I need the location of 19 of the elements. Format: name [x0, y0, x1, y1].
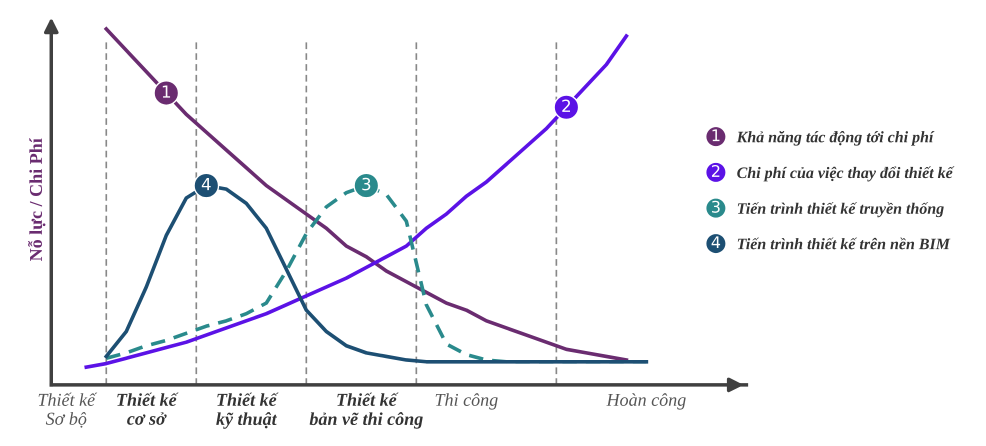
annotation: 3 — [362, 178, 370, 190]
legend-label: Tiến trình thiết kế trên nền BIM — [738, 238, 950, 250]
legend-label: Khả năng tác động tới chi phí — [736, 130, 934, 146]
x-tick-label: Thiết kế cơ sở — [117, 392, 179, 425]
x-tick-label: Thiết kế Sơ bộ — [38, 392, 98, 428]
text: 1 — [712, 129, 720, 142]
text: 2 — [712, 164, 720, 177]
annotation: 4 — [202, 178, 211, 190]
annotation: 2 — [562, 99, 570, 112]
x-tick-label: Thiết kế kỹ thuật — [216, 392, 279, 429]
annotation: 1 — [162, 85, 170, 98]
y-axis-title: Nỗ lực / Chi Phí — [28, 138, 46, 262]
x-tick-label: Hoàn công — [606, 393, 686, 410]
text: 3 — [712, 200, 720, 213]
x-tick-label: Thi công — [436, 393, 498, 410]
legend-label: Tiến trình thiết kế truyền thống — [738, 202, 944, 218]
x-tick-label: Thiết kế bản vẽ thi công — [310, 392, 423, 429]
text: 4 — [712, 236, 720, 248]
legend-label: Chi phí của việc thay đổi thiết kế — [737, 166, 954, 182]
